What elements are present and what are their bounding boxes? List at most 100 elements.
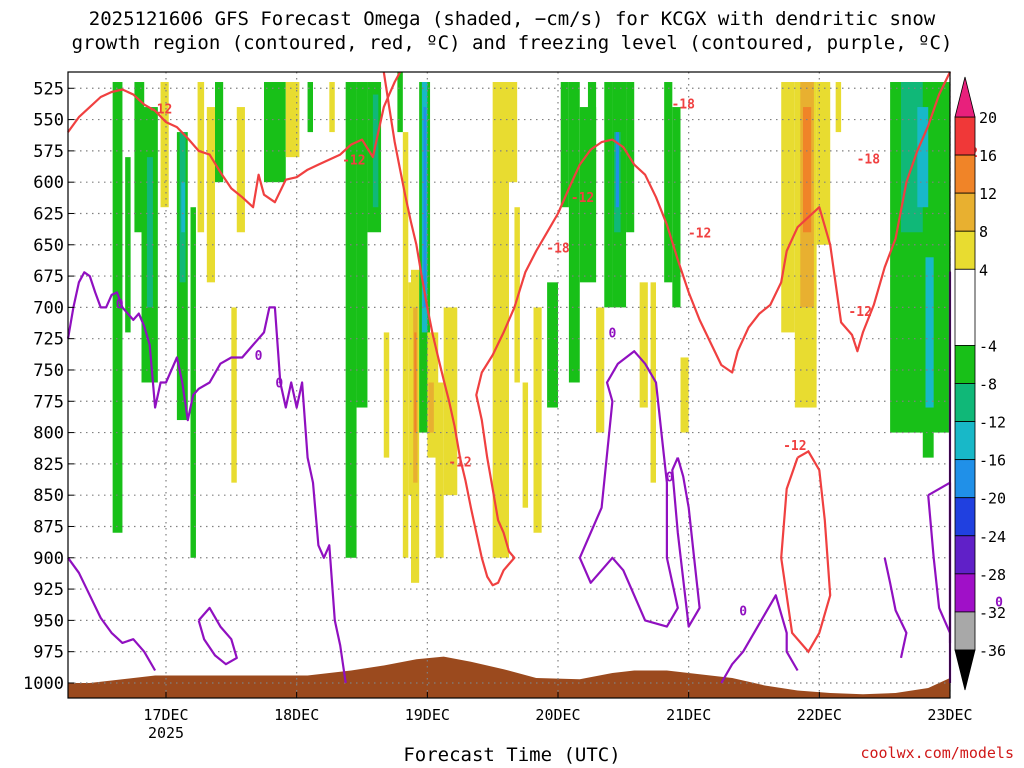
colorbar-segment [954, 192, 976, 232]
dgz-contour [67, 71, 402, 209]
dgz-label: -18 [857, 152, 881, 167]
omega-cell [547, 282, 558, 408]
x-tick-label: 18DEC [274, 706, 319, 724]
omega-cell [650, 282, 656, 483]
colorbar-segment [954, 116, 976, 156]
colorbar-top-arrow [954, 76, 976, 118]
omega-cell [190, 207, 196, 558]
x-tick-label: 23DEC [927, 706, 972, 724]
x-axis-label: Forecast Time (UTC) [403, 744, 621, 766]
y-tick-label: 900 [33, 549, 64, 569]
colorbar-bottom-arrow [954, 649, 976, 691]
omega-cell [428, 382, 434, 433]
omega-cell [816, 82, 831, 245]
colorbar-tick-label: -20 [979, 490, 1006, 508]
colorbar-tick-label: -36 [979, 642, 1006, 660]
colorbar-tick-label: 16 [979, 147, 997, 165]
omega-cell [231, 307, 237, 483]
omega-cell [383, 332, 390, 458]
omega-cell [568, 82, 580, 383]
freezing-contour [671, 457, 701, 628]
colorbar-tick-label: -24 [979, 528, 1006, 546]
y-tick-label: 800 [33, 424, 64, 444]
y-tick-label: 950 [33, 611, 64, 631]
freezing-contour [720, 594, 799, 684]
y-tick-label: 925 [33, 580, 64, 600]
omega-cell [522, 382, 529, 508]
omega-cell [215, 82, 224, 183]
colorbar-segment [954, 421, 976, 461]
omega-cell [803, 107, 812, 233]
dgz-label: -18 [546, 241, 570, 256]
colorbar-tick-label: -8 [979, 376, 997, 394]
y-tick-label: 600 [33, 173, 64, 193]
freezing-contour [67, 557, 157, 672]
omega-cell [922, 369, 934, 458]
omega-cell [345, 82, 357, 558]
chart-title-line-2: growth region (contoured, red, ºC) and f… [71, 32, 953, 54]
y-tick-label: 700 [33, 298, 64, 318]
omega-cell [639, 282, 648, 408]
y-tick-label: 1000 [23, 674, 64, 694]
colorbar-segment [954, 383, 976, 422]
colorbar-tick-label: -28 [979, 566, 1006, 584]
omega-cell [615, 132, 619, 208]
omega-cell [533, 307, 542, 533]
freezing-contour [197, 606, 238, 666]
omega-cell [509, 82, 518, 183]
freezing-contour [66, 271, 347, 684]
omega-cell [423, 107, 427, 308]
dgz-label: -12 [848, 305, 871, 320]
omega-cell [835, 82, 842, 133]
omega-cell [596, 307, 605, 433]
y-tick-label: 850 [33, 486, 64, 506]
freezing-label: 0 [609, 326, 617, 341]
omega-cell [236, 107, 245, 233]
dgz-label: -12 [342, 154, 365, 169]
x-tick-label: 17DEC [143, 706, 188, 724]
x-tick-label: 21DEC [666, 706, 711, 724]
freezing-label: 0 [995, 596, 1003, 611]
omega-cell [206, 107, 215, 283]
x-year-label: 2025 [148, 724, 184, 742]
freezing-label: 0 [275, 376, 283, 391]
dgz-label: -12 [149, 102, 172, 117]
y-tick-label: 975 [33, 643, 64, 663]
colorbar-tick-label: -4 [979, 337, 997, 355]
y-tick-label: 725 [33, 330, 64, 350]
y-tick-label: 675 [33, 267, 64, 287]
colorbar-tick-label: 4 [979, 261, 988, 279]
freezing-contour [578, 350, 679, 628]
colorbar-segment [954, 154, 976, 194]
omega-cell [264, 82, 286, 183]
y-tick-label: 825 [33, 455, 64, 475]
y-tick-label: 525 [33, 79, 64, 99]
omega-cell [307, 82, 313, 133]
omega-cell [492, 82, 509, 558]
omega-cell [435, 382, 444, 558]
colorbar-segment [954, 497, 976, 537]
colorbar-tick-label: 8 [979, 223, 988, 241]
colorbar: 20 16 12 8 4 -4 -8 -12 -16 -20 -24 -28 -32 -36 [954, 76, 1006, 691]
plot-frame [67, 71, 951, 699]
omega-cell [134, 82, 145, 233]
colorbar-segment [954, 230, 976, 270]
freezing-contour [883, 557, 908, 659]
freezing-contour [927, 481, 952, 644]
site-credit[interactable]: coolwx.com/models [860, 744, 1014, 762]
colorbar-tick-label: -32 [979, 604, 1006, 622]
colorbar-tick-label: 20 [979, 109, 997, 127]
omega-cell [181, 182, 186, 233]
dgz-label: -12 [448, 455, 471, 470]
colorbar-tick-label: -16 [979, 452, 1006, 470]
y-tick-label: 650 [33, 236, 64, 256]
freezing-label: 0 [666, 470, 674, 485]
dgz-label: -12 [571, 191, 594, 206]
omega-shading-layer [112, 72, 950, 583]
y-tick-label: 875 [33, 517, 64, 537]
omega-cell [372, 94, 379, 208]
omega-cell [197, 82, 205, 233]
axes-layer: 525 550 575 600 625 650 675 700 725 750 775 800 825 8… [23, 71, 973, 742]
omega-cell [160, 82, 169, 208]
